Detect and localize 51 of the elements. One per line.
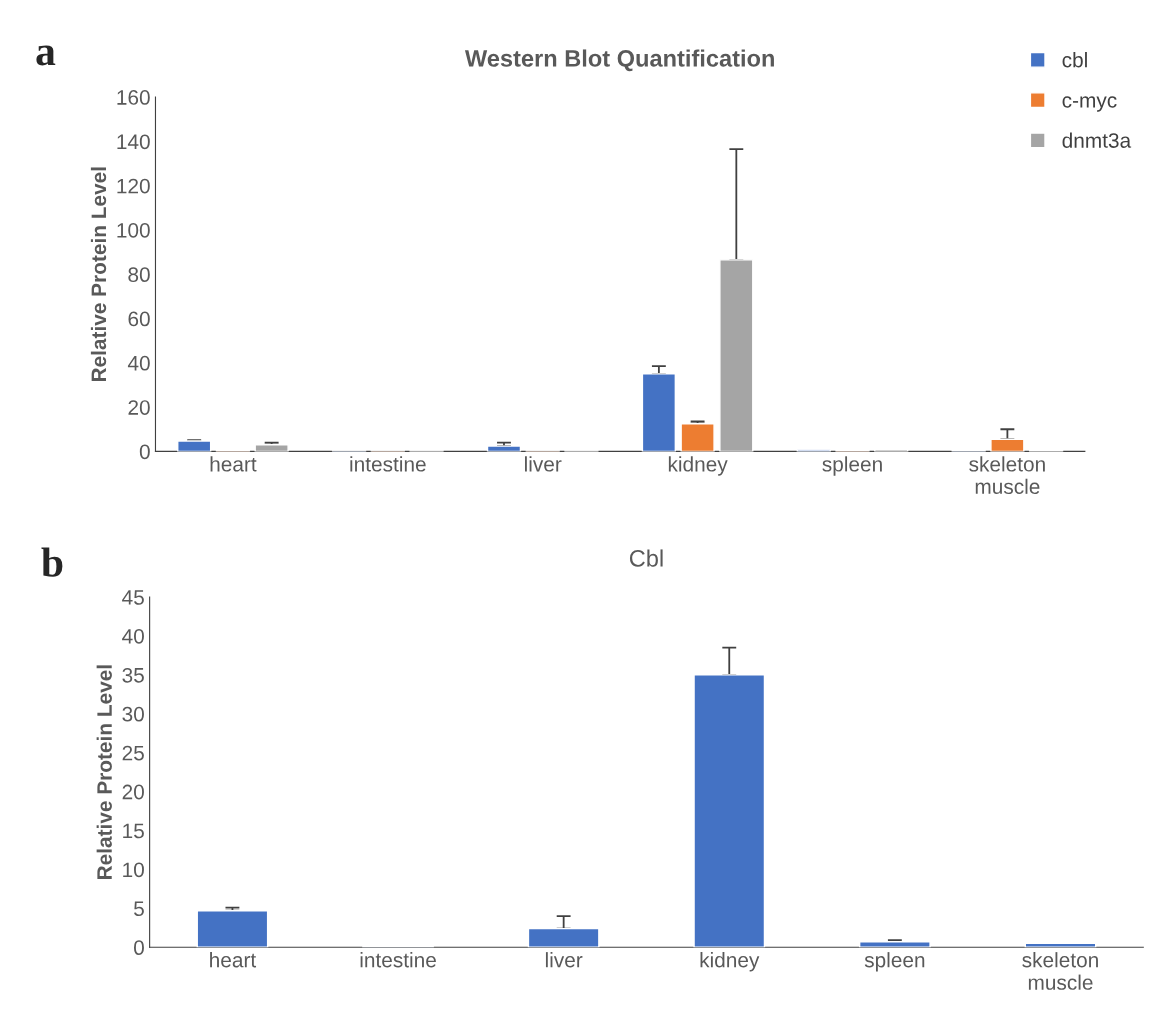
y-tick-label: 80 xyxy=(128,267,150,283)
y-tick-label: 60 xyxy=(128,311,150,327)
x-tick-label: liver xyxy=(545,952,583,968)
bar xyxy=(641,373,677,452)
chart-title: Western Blot Quantification xyxy=(464,49,774,72)
y-tick-label: 20 xyxy=(128,400,150,415)
bar xyxy=(527,927,600,948)
x-tick-label: intestine xyxy=(360,952,436,968)
text: b xyxy=(41,547,63,577)
legend-label: c-myc xyxy=(1062,96,1117,112)
x-tick-label: skeleton muscle xyxy=(969,456,1045,495)
x-tick-label: heart xyxy=(210,456,257,472)
x-tick-label: intestine xyxy=(350,456,426,472)
x-tick-label: kidney xyxy=(668,456,728,476)
y-tick-label: 40 xyxy=(127,355,150,371)
y-tick-label: 5 xyxy=(134,901,144,917)
y-tick-label: 100 xyxy=(117,222,150,238)
x-tick-label: spleen xyxy=(864,952,925,972)
y-tick-label: 120 xyxy=(117,178,150,194)
y-tick-label: 20 xyxy=(122,784,144,800)
text: a xyxy=(36,45,56,66)
y-tick-label: 0 xyxy=(134,940,144,956)
y-tick-label: 10 xyxy=(123,862,144,878)
y-axis-title: Relative Protein Level xyxy=(90,167,107,382)
y-tick-label: 45 xyxy=(122,590,144,605)
y-tick-label: 0 xyxy=(139,444,150,460)
legend-label: cbl xyxy=(1062,52,1087,68)
bar xyxy=(858,941,931,948)
chart-title: Cbl xyxy=(629,549,663,567)
bar xyxy=(486,445,522,452)
bar xyxy=(719,259,754,452)
x-tick-label: skeleton muscle xyxy=(1022,952,1098,990)
bar xyxy=(254,444,289,452)
y-tick-label: 160 xyxy=(117,90,150,105)
bar xyxy=(196,909,269,948)
y-tick-label: 15 xyxy=(123,823,144,839)
y-tick-label: 140 xyxy=(117,134,150,150)
bar xyxy=(680,423,715,452)
x-tick-label: liver xyxy=(525,456,562,472)
legend-label: dnmt3a xyxy=(1062,132,1132,148)
y-tick-label: 40 xyxy=(122,628,144,644)
bar xyxy=(693,674,766,948)
y-axis-title: Relative Protein Level xyxy=(96,665,112,880)
y-tick-label: 35 xyxy=(122,667,144,683)
x-tick-label: kidney xyxy=(700,952,760,972)
y-tick-label: 30 xyxy=(122,706,144,722)
x-tick-label: heart xyxy=(210,952,257,968)
x-tick-label: spleen xyxy=(822,456,882,476)
bar xyxy=(177,440,212,452)
y-tick-label: 25 xyxy=(122,745,144,761)
bar xyxy=(990,438,1025,452)
